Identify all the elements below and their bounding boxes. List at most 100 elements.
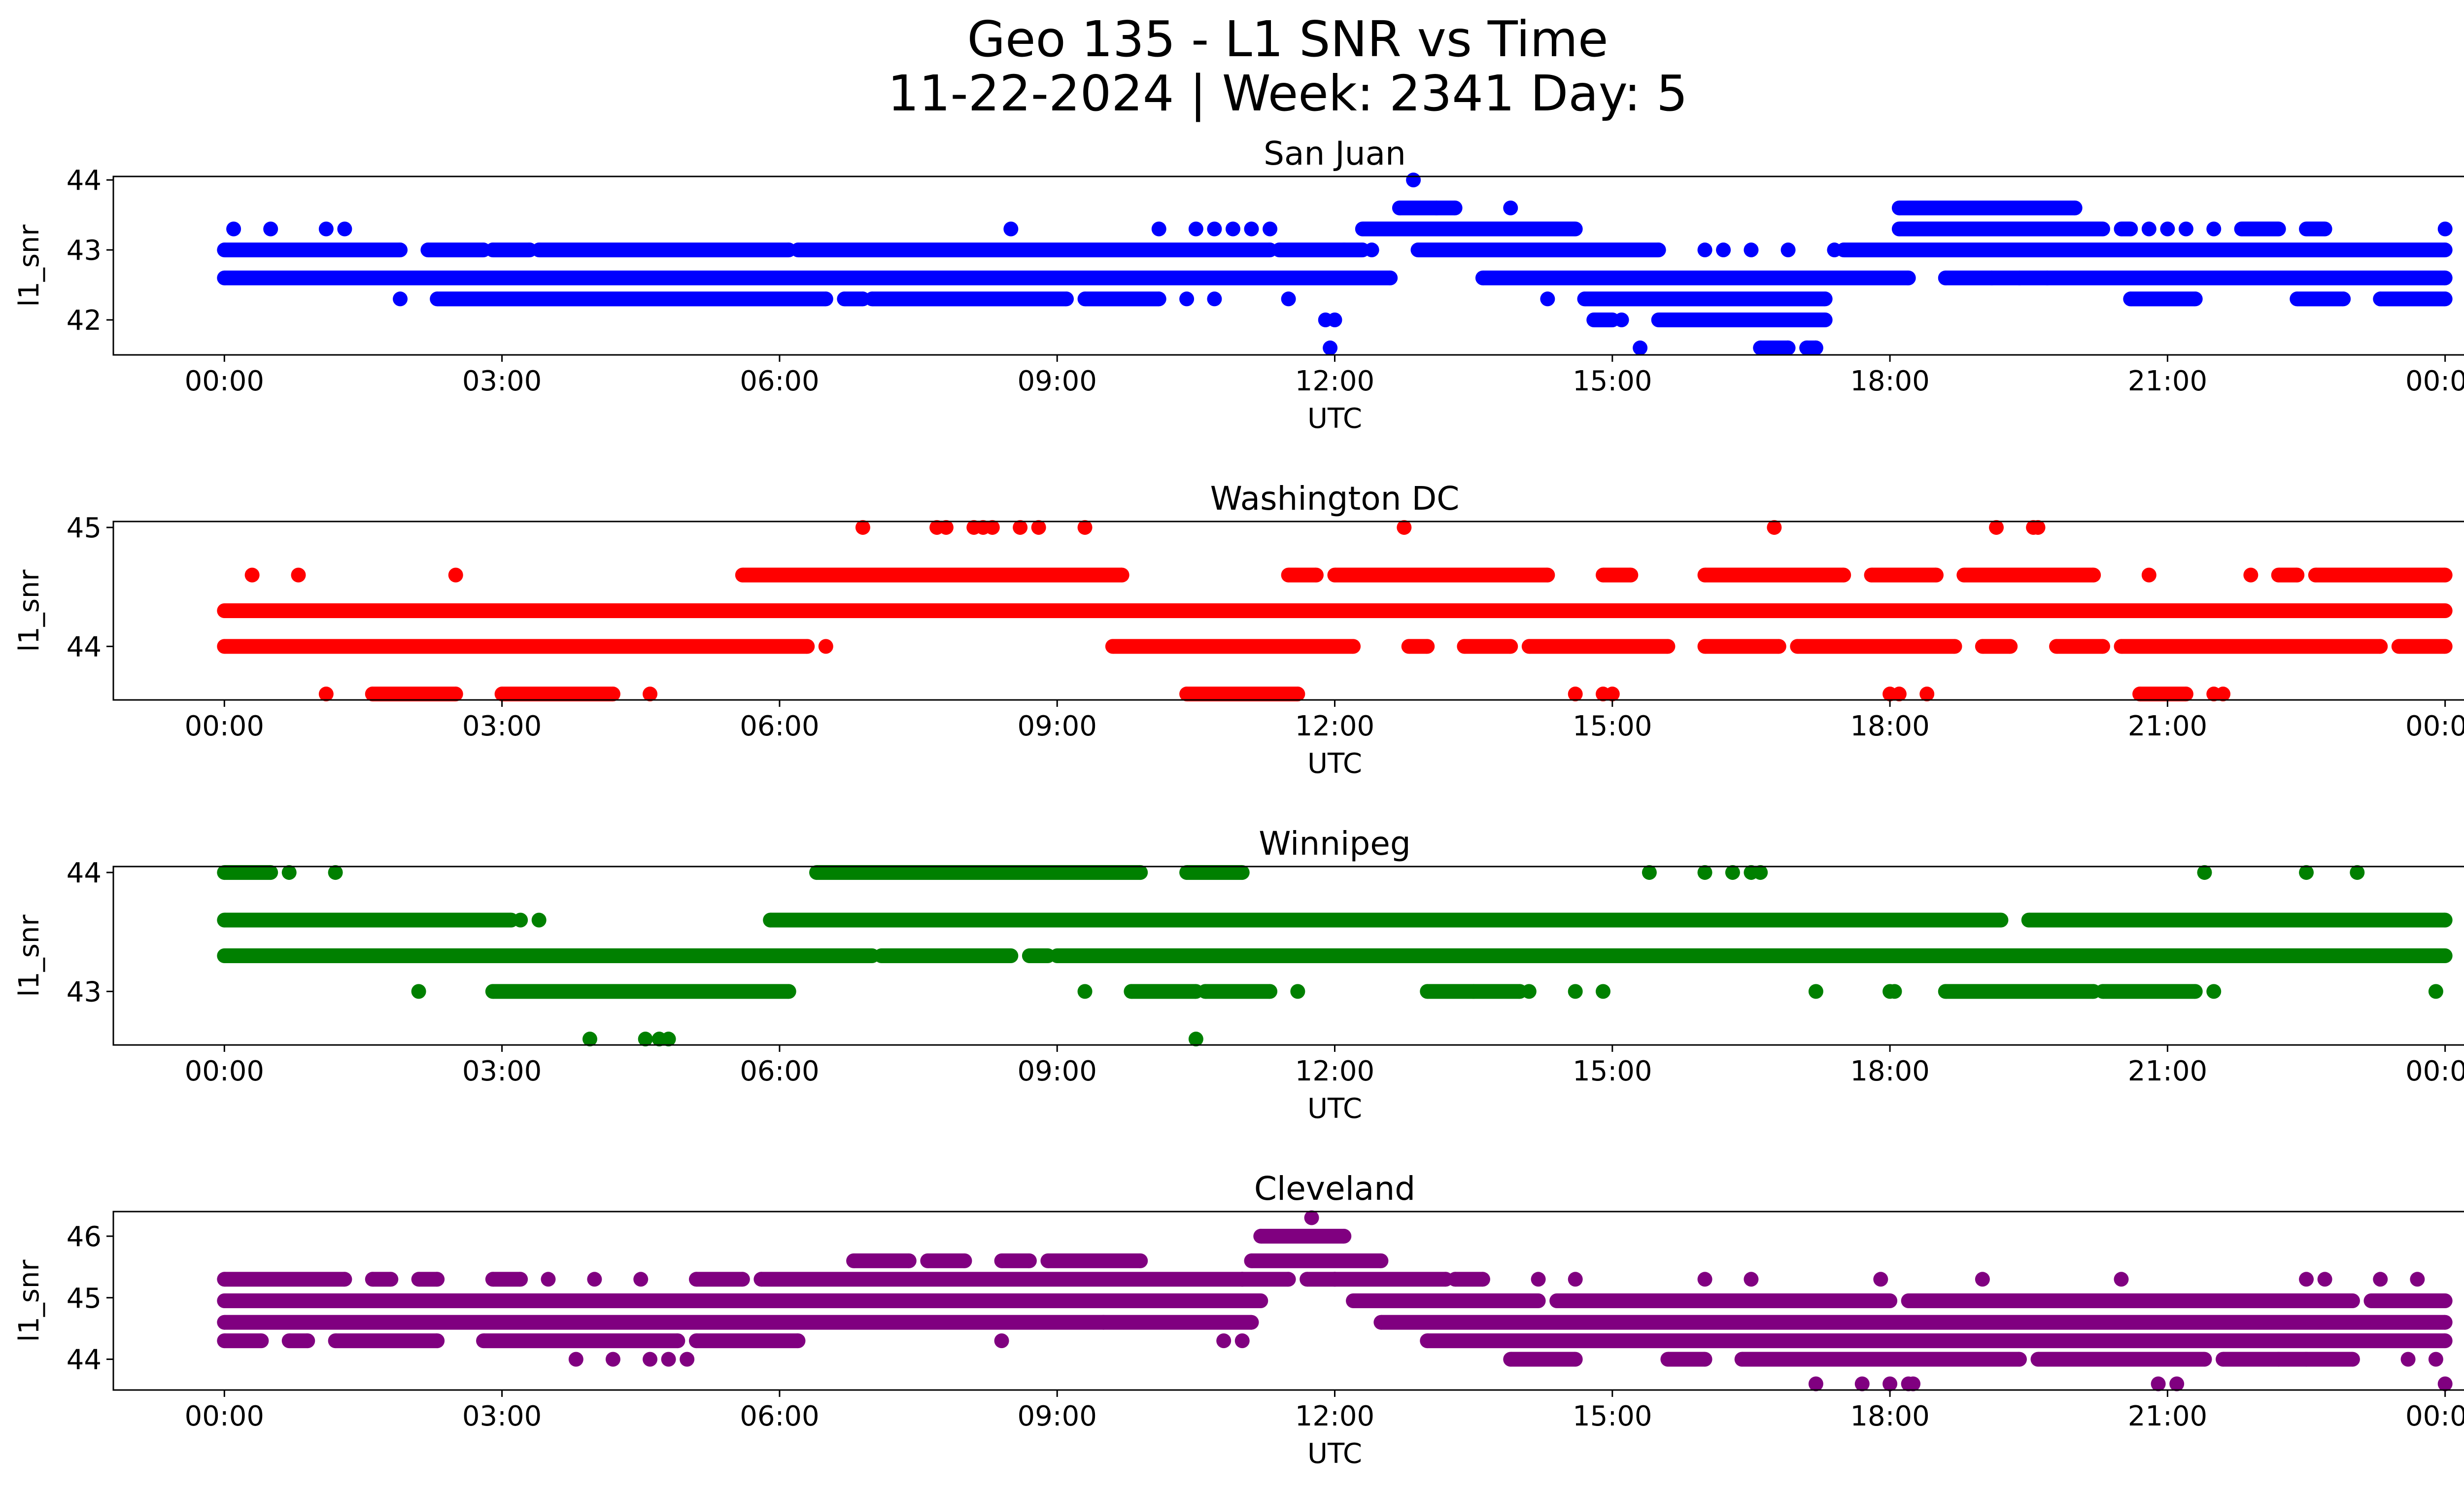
data-run [2056, 639, 2103, 654]
data-point [2030, 1352, 2046, 1367]
subplot-winnipeg: Winnipeg 00:00 03:00 06:00 09:00 12:00 15:00 18… [13, 825, 2464, 1125]
subplot-title: Cleveland [1254, 1170, 1415, 1208]
data-point [1244, 1315, 1259, 1330]
y-tick-label: 45 [67, 1283, 102, 1315]
data-point [2437, 1376, 2453, 1391]
data-point [1124, 984, 1139, 999]
data-point [1503, 639, 1518, 654]
data-run [224, 270, 1391, 285]
data-run [1131, 984, 1196, 999]
data-point [1568, 1272, 1583, 1287]
data-point [855, 520, 870, 535]
data-point [2373, 291, 2388, 307]
data-point [411, 984, 426, 999]
data-point [800, 639, 815, 654]
data-point [531, 243, 547, 258]
data-point [1989, 520, 2004, 535]
y-axis-label: l1_snr [13, 1259, 45, 1342]
data-point [2114, 639, 2129, 654]
data-point [2012, 1352, 2027, 1367]
data-point [874, 948, 889, 963]
data-run [1335, 567, 1548, 583]
data-run [1742, 1352, 2019, 1367]
data-point [661, 1031, 676, 1046]
data-point [513, 912, 528, 928]
data-point [263, 865, 278, 880]
data-point [1651, 313, 1666, 328]
data-point [994, 1333, 1009, 1349]
data-point [1605, 686, 1620, 701]
data-run [224, 1315, 1252, 1330]
data-point [1271, 243, 1287, 258]
x-tick-label: 00:00 [2405, 710, 2464, 742]
data-point [582, 1031, 597, 1046]
data-point [2216, 1352, 2231, 1367]
data-run [1427, 1333, 2445, 1349]
data-point [1077, 984, 1093, 999]
data-point [2299, 1352, 2314, 1367]
data-run [2102, 984, 2195, 999]
data-point [2350, 865, 2365, 880]
data-point [1901, 1293, 1916, 1308]
data-point [1808, 340, 1823, 355]
data-run [224, 1293, 1261, 1308]
x-tick-label: 00:00 [2405, 1400, 2464, 1432]
data-point [1887, 984, 1902, 999]
data-point [1225, 221, 1240, 237]
data-point [2160, 221, 2175, 237]
data-point [1882, 1376, 1898, 1391]
data-point [2373, 1272, 2388, 1287]
data-run [696, 1272, 743, 1287]
data-point [420, 243, 436, 258]
data-point [383, 1272, 399, 1287]
data-point [1503, 1352, 1518, 1367]
x-tick-label: 18:00 [1850, 710, 1929, 742]
data-run [1112, 639, 1354, 654]
data-point [217, 1272, 232, 1287]
x-tick-label: 18:00 [1850, 365, 1929, 397]
data-run [2140, 686, 2186, 701]
data-point [2197, 865, 2212, 880]
data-point [1244, 221, 1259, 237]
x-tick-label: 09:00 [1018, 710, 1097, 742]
data-point [2271, 1352, 2286, 1367]
data-point [1596, 984, 1611, 999]
data-point [1697, 567, 1712, 583]
data-point [1744, 243, 1759, 258]
data-run [817, 865, 1141, 880]
data-point [1780, 340, 1796, 355]
subplot-title: San Juan [1264, 135, 1406, 173]
x-tick-label: 00:00 [2405, 365, 2464, 397]
data-point [1790, 639, 1805, 654]
data-point [541, 1272, 556, 1287]
data-point [430, 1333, 445, 1349]
data-point [2317, 221, 2332, 237]
data-point [2317, 1272, 2332, 1287]
data-point [1392, 200, 1407, 215]
data-point [1586, 313, 1602, 328]
data-point [2067, 200, 2083, 215]
data-point [2216, 686, 2231, 701]
subplot-washington-dc: Washington DC 00:00 03:00 06:00 09:00 12:00 15… [13, 480, 2464, 780]
data-run [761, 1272, 1242, 1287]
data-run [224, 639, 808, 654]
data-point [1263, 221, 1278, 237]
data-point [1059, 291, 1074, 307]
data-point [2290, 567, 2305, 583]
data-point [1290, 686, 1305, 701]
data-point [938, 520, 954, 535]
data-point [1697, 865, 1712, 880]
y-axis-label: l1_snr [13, 569, 45, 652]
data-run [1529, 639, 1668, 654]
data-point [244, 567, 260, 583]
figure-subtitle: 11-22-2024 | Week: 2341 Day: 5 [888, 65, 1688, 122]
data-point [957, 1253, 972, 1268]
data-point [1882, 1293, 1898, 1308]
data-point [2345, 1352, 2360, 1367]
series-points [217, 865, 2453, 1046]
data-point [1234, 1333, 1250, 1349]
x-axis-label: UTC [1307, 403, 1362, 435]
x-tick-label: 06:00 [740, 1400, 819, 1432]
data-run [1899, 200, 2075, 215]
y-tick-label: 44 [67, 165, 102, 197]
